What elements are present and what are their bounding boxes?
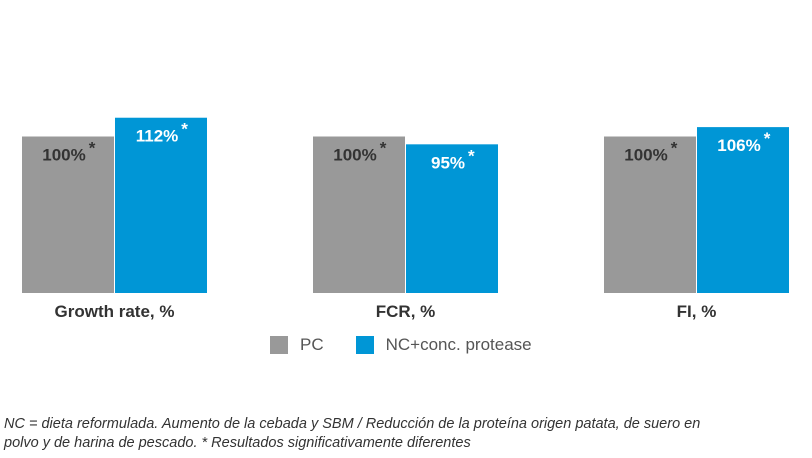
legend-item-pc: PC	[270, 335, 324, 355]
bar-nc-protease-0	[115, 117, 207, 293]
bar-pc-0	[22, 136, 114, 293]
footnote-line-1: NC = dieta reformulada. Aumento de la ce…	[4, 416, 701, 432]
legend-swatch-nc-protease	[355, 336, 374, 354]
legend-item-nc-protease: NC+conc. protease	[355, 335, 532, 355]
significance-marker-pc-2: *	[671, 139, 678, 158]
bar-pc-2	[604, 136, 696, 293]
legend-swatch-pc	[270, 336, 288, 354]
bar-nc-protease-1	[406, 144, 498, 293]
legend-label-nc-protease: NC+conc. protease	[385, 335, 532, 354]
significance-marker-nc-protease-0: *	[181, 120, 188, 139]
bar-pc-1	[313, 136, 405, 293]
significance-marker-nc-protease-1: *	[468, 146, 475, 165]
bar-nc-protease-2	[697, 127, 789, 293]
data-label-nc-protease-2: 106%	[717, 136, 760, 155]
significance-marker-pc-1: *	[380, 139, 387, 158]
data-label-pc-0: 100%	[42, 146, 85, 165]
data-label-pc-2: 100%	[624, 146, 667, 165]
footnote-line-2: polvo y de harina de pescado. * Resultad…	[4, 435, 471, 451]
category-label-0: Growth rate, %	[55, 302, 175, 321]
significance-marker-pc-0: *	[89, 139, 96, 158]
bar-chart: 100% *112% *Growth rate, %100% *95% *FCR, %1…	[22, 117, 789, 321]
significance-marker-nc-protease-2: *	[764, 129, 771, 148]
legend-label-pc: PC	[300, 335, 324, 354]
data-label-nc-protease-0: 112%	[136, 127, 179, 146]
category-label-2: FI, %	[677, 302, 717, 321]
legend: PC NC+conc. protease	[270, 335, 564, 355]
data-label-pc-1: 100%	[333, 146, 376, 165]
category-label-1: FCR, %	[376, 302, 436, 321]
footnote: NC = dieta reformulada. Aumento de la ce…	[4, 415, 804, 453]
data-label-nc-protease-1: 95%	[431, 153, 465, 172]
